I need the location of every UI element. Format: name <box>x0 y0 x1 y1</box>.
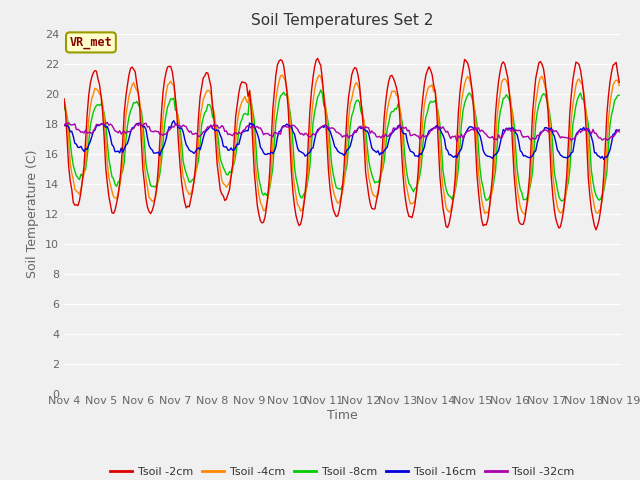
Tsoil -4cm <box>588 187 595 193</box>
Title: Soil Temperatures Set 2: Soil Temperatures Set 2 <box>252 13 433 28</box>
Tsoil -4cm <box>616 83 623 88</box>
Tsoil -2cm <box>586 193 594 199</box>
X-axis label: Time: Time <box>327 409 358 422</box>
Line: Tsoil -16cm: Tsoil -16cm <box>64 120 620 159</box>
Line: Tsoil -8cm: Tsoil -8cm <box>64 90 620 201</box>
Tsoil -2cm <box>226 187 234 192</box>
Tsoil -2cm <box>128 64 136 70</box>
Tsoil -32cm <box>227 132 235 138</box>
Text: VR_met: VR_met <box>70 36 112 49</box>
Tsoil -8cm <box>60 103 68 109</box>
Tsoil -4cm <box>253 180 261 185</box>
Tsoil -16cm <box>128 125 136 131</box>
Tsoil -2cm <box>592 227 600 233</box>
Tsoil -8cm <box>244 112 252 118</box>
Tsoil -2cm <box>303 171 310 177</box>
Tsoil -2cm <box>60 96 68 102</box>
Tsoil -4cm <box>244 100 252 106</box>
Tsoil -16cm <box>586 130 594 136</box>
Tsoil -4cm <box>60 96 68 102</box>
Tsoil -8cm <box>303 184 310 190</box>
Tsoil -2cm <box>244 94 252 99</box>
Line: Tsoil -32cm: Tsoil -32cm <box>64 122 620 142</box>
Tsoil -8cm <box>588 168 595 174</box>
Tsoil -16cm <box>600 156 607 162</box>
Tsoil -8cm <box>558 198 566 204</box>
Tsoil -8cm <box>128 105 136 110</box>
Tsoil -2cm <box>314 56 321 61</box>
Y-axis label: Soil Temperature (C): Soil Temperature (C) <box>26 149 39 278</box>
Line: Tsoil -2cm: Tsoil -2cm <box>64 59 620 230</box>
Tsoil -16cm <box>305 151 312 156</box>
Tsoil -32cm <box>60 123 68 129</box>
Tsoil -4cm <box>305 167 312 173</box>
Tsoil -8cm <box>616 92 623 98</box>
Tsoil -2cm <box>616 79 623 85</box>
Legend: Tsoil -2cm, Tsoil -4cm, Tsoil -8cm, Tsoil -16cm, Tsoil -32cm: Tsoil -2cm, Tsoil -4cm, Tsoil -8cm, Tsoi… <box>106 463 579 480</box>
Tsoil -16cm <box>616 127 623 133</box>
Tsoil -32cm <box>255 125 263 131</box>
Tsoil -32cm <box>453 139 461 144</box>
Tsoil -8cm <box>317 87 324 93</box>
Tsoil -32cm <box>616 129 623 135</box>
Tsoil -32cm <box>246 123 253 129</box>
Tsoil -4cm <box>226 180 234 185</box>
Tsoil -32cm <box>305 133 312 139</box>
Tsoil -16cm <box>246 120 253 126</box>
Tsoil -32cm <box>104 120 111 125</box>
Tsoil -4cm <box>128 83 136 88</box>
Tsoil -2cm <box>253 203 261 208</box>
Tsoil -8cm <box>226 169 234 175</box>
Tsoil -16cm <box>255 136 263 142</box>
Tsoil -8cm <box>253 164 261 170</box>
Line: Tsoil -4cm: Tsoil -4cm <box>64 75 620 214</box>
Tsoil -4cm <box>278 72 286 78</box>
Tsoil -16cm <box>227 145 235 151</box>
Tsoil -32cm <box>588 131 595 137</box>
Tsoil -32cm <box>130 126 138 132</box>
Tsoil -16cm <box>170 118 178 123</box>
Tsoil -16cm <box>60 122 68 128</box>
Tsoil -4cm <box>521 211 529 217</box>
